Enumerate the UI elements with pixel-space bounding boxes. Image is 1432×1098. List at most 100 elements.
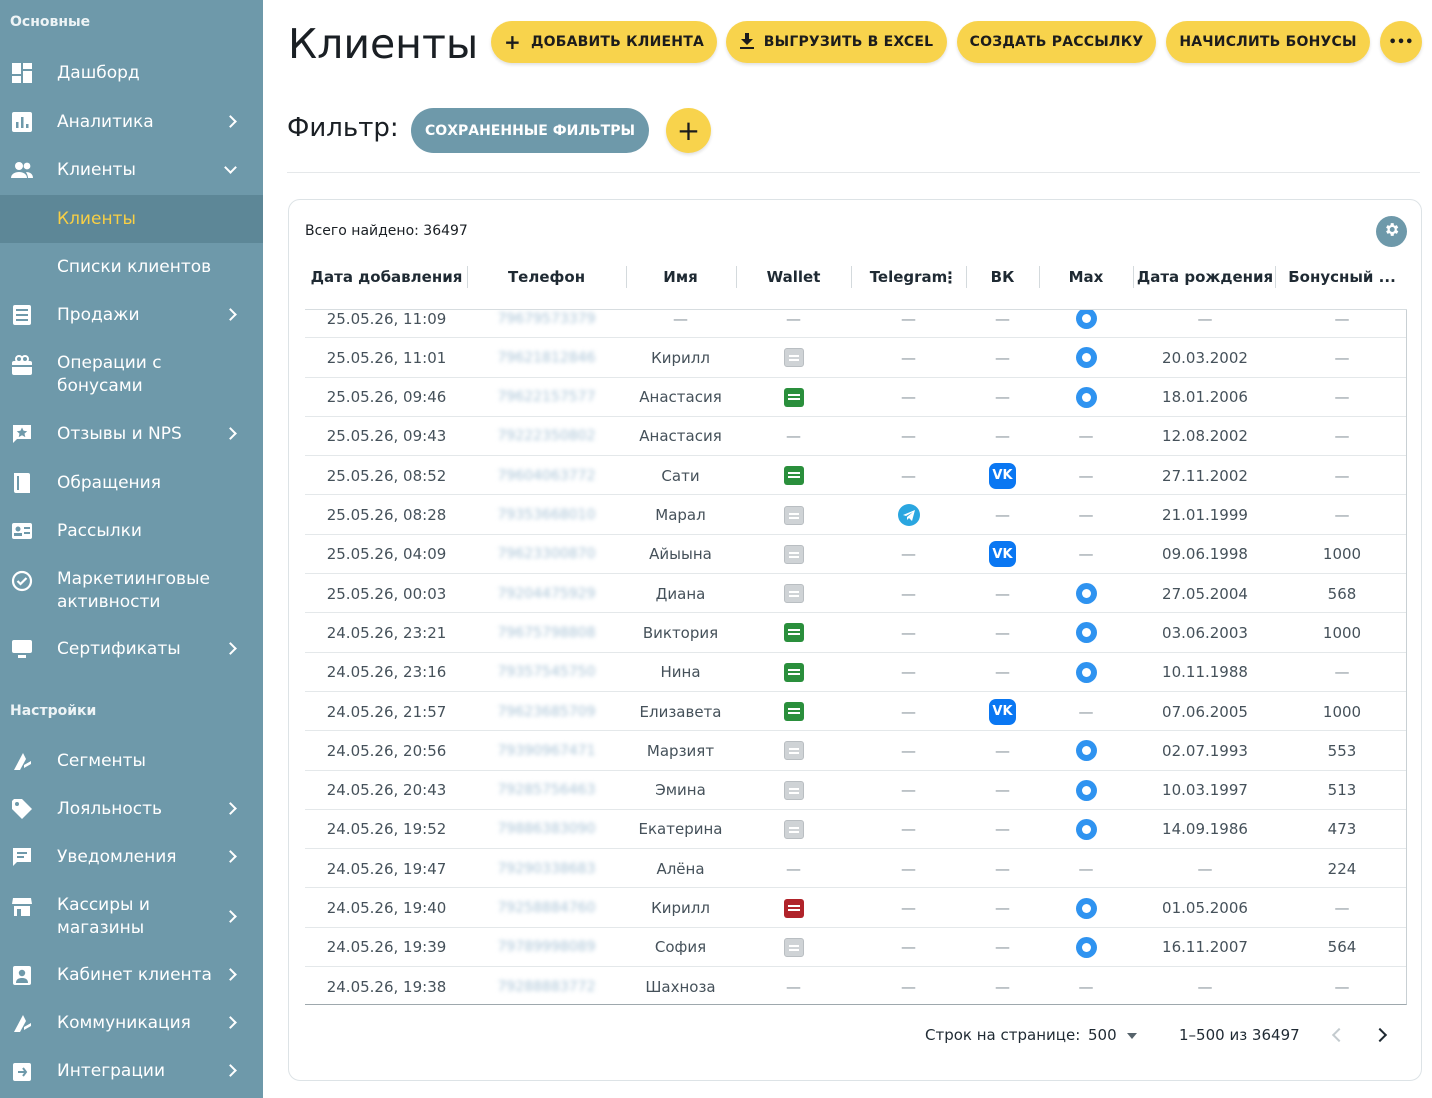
table-row[interactable]: 25.05.26, 11:09 79679573379 — — — — — — bbox=[305, 310, 1406, 339]
sidebar-item-13[interactable]: Лояльность bbox=[0, 794, 263, 824]
column-header[interactable]: Wallet bbox=[766, 268, 821, 286]
next-page-icon[interactable] bbox=[1372, 1027, 1388, 1043]
wallet-cell bbox=[736, 653, 851, 692]
sidebar-item-9[interactable]: Рассылки bbox=[0, 516, 263, 546]
wallet-cell: — bbox=[786, 977, 801, 996]
sidebar-item-4[interactable]: Списки клиентов bbox=[0, 252, 263, 282]
sidebar-item-18[interactable]: Интеграции bbox=[0, 1056, 263, 1086]
create-mailing-button[interactable]: СОЗДАТЬ РАССЫЛКУ bbox=[957, 21, 1156, 63]
sidebar-item-7[interactable]: Отзывы и NPS bbox=[0, 419, 263, 449]
name-cell: Елизавета bbox=[639, 702, 722, 721]
table-row[interactable]: 24.05.26, 19:40 79258884760 Кирилл — — 01.05.… bbox=[305, 889, 1406, 928]
sidebar-item-17[interactable]: Коммуникация bbox=[0, 1008, 263, 1038]
add-bonuses-button[interactable]: НАЧИСЛИТЬ БОНУСЫ bbox=[1166, 21, 1370, 63]
name-cell: Марал bbox=[655, 506, 706, 524]
sidebar-item-label: Лояльность bbox=[57, 798, 163, 819]
column-header[interactable]: Max bbox=[1068, 268, 1104, 286]
sidebar-item-14[interactable]: Уведомления bbox=[0, 842, 263, 872]
phone-cell: 79222350802 bbox=[497, 428, 596, 445]
vk-cell: — bbox=[995, 820, 1010, 839]
column-header[interactable]: Телефон bbox=[507, 268, 586, 286]
sidebar-item-label: Сегменты bbox=[57, 750, 146, 771]
sidebar-item-12[interactable]: Сегменты bbox=[0, 746, 263, 776]
sidebar-item-11[interactable]: Сертификаты bbox=[0, 634, 263, 664]
date-cell: 24.05.26, 19:47 bbox=[326, 859, 447, 878]
more-options-button[interactable]: ••• bbox=[1380, 21, 1422, 63]
rows-per-page-select[interactable]: 500 bbox=[1088, 1026, 1137, 1044]
telegram-cell: — bbox=[901, 388, 916, 407]
wallet-card-icon bbox=[783, 466, 804, 486]
table-row[interactable]: 24.05.26, 21:57 79623685709 Елизавета — VK — 0… bbox=[305, 692, 1406, 732]
sidebar-item-8[interactable]: Обращения bbox=[0, 468, 263, 498]
table-settings-button[interactable] bbox=[1376, 216, 1407, 247]
chat-icon bbox=[11, 846, 33, 868]
table-row[interactable]: 24.05.26, 23:21 79675798808 Виктория — — 03.0… bbox=[305, 613, 1406, 653]
table-row[interactable]: 25.05.26, 08:28 79353668010 Марал — — 21.01.1… bbox=[305, 496, 1406, 535]
column-header[interactable]: Telegram bbox=[869, 268, 948, 286]
table-row[interactable]: 24.05.26, 19:39 79789998089 София — — 16.11.2… bbox=[305, 928, 1406, 968]
table-row[interactable]: 24.05.26, 23:16 79357545750 Нина — — 10.11.19… bbox=[305, 653, 1406, 692]
sidebar-item-6[interactable]: Операции с бонусами bbox=[0, 350, 263, 400]
table-row[interactable]: 25.05.26, 09:46 79622157577 Анастасия — — 18.… bbox=[305, 378, 1406, 417]
wallet-card-icon bbox=[783, 544, 804, 564]
column-separator bbox=[1133, 266, 1134, 288]
telegram-icon bbox=[897, 504, 920, 526]
max-cell: — bbox=[1078, 506, 1094, 524]
table-row[interactable]: 24.05.26, 19:38 79288883772 Шахноза — — — — — — bbox=[305, 967, 1406, 1004]
bonus-cell: — bbox=[1334, 466, 1350, 485]
wallet-cell bbox=[736, 613, 851, 652]
vk-cell: — bbox=[995, 388, 1010, 407]
sidebar-item-15[interactable]: Кассиры и магазины bbox=[0, 892, 263, 942]
table-row[interactable]: 24.05.26, 20:43 79285756463 Эмина — — 10.03.1… bbox=[305, 771, 1406, 810]
phone-cell: 79290338683 bbox=[497, 860, 596, 877]
column-header[interactable]: Дата добавления bbox=[310, 268, 463, 286]
rows-per-page-label: Строк на странице: bbox=[925, 1026, 1081, 1044]
list-icon bbox=[11, 304, 33, 326]
telegram-cell: — bbox=[901, 466, 916, 485]
vk-icon: VK bbox=[989, 541, 1016, 568]
column-header[interactable]: Имя bbox=[663, 268, 698, 286]
sidebar-item-10[interactable]: Маркетиинговые активности bbox=[0, 566, 263, 616]
add-client-button[interactable]: + ДОБАВИТЬ КЛИЕНТА bbox=[491, 21, 717, 63]
prev-page-icon[interactable] bbox=[1331, 1027, 1347, 1043]
vk-cell: — bbox=[995, 781, 1010, 800]
add-filter-button[interactable]: + bbox=[666, 108, 711, 153]
sidebar-item-16[interactable]: Кабинет клиента bbox=[0, 960, 263, 990]
phone-cell: 79604063772 bbox=[497, 467, 596, 484]
table-row[interactable]: 24.05.26, 20:56 79390967471 Марзият — — 02.07… bbox=[305, 731, 1406, 771]
wallet-card-icon bbox=[783, 741, 804, 761]
main-content: Клиенты + ДОБАВИТЬ КЛИЕНТА ВЫГРУЗИТЬ В EX… bbox=[263, 0, 1432, 1098]
sidebar-item-1[interactable]: Аналитика bbox=[0, 107, 263, 137]
wallet-card-icon bbox=[783, 505, 804, 525]
table-row[interactable]: 25.05.26, 04:09 79623300870 Айыына — VK — 09.0… bbox=[305, 535, 1406, 575]
saved-filters-button[interactable]: СОХРАНЕННЫЕ ФИЛЬТРЫ bbox=[411, 108, 649, 153]
table-row[interactable]: 25.05.26, 00:03 79204475929 Диана — — 27.05.2… bbox=[305, 574, 1406, 614]
column-menu-icon[interactable]: ⋮ bbox=[942, 267, 958, 287]
table-row[interactable]: 25.05.26, 09:43 79222350802 Анастасия — — — — 1… bbox=[305, 417, 1406, 457]
table-row[interactable]: 24.05.26, 19:52 79886383090 Екатерина — — 14.… bbox=[305, 810, 1406, 850]
max-cell bbox=[1039, 310, 1133, 338]
telegram-cell: — bbox=[901, 663, 916, 682]
name-cell: Анастасия bbox=[639, 388, 722, 407]
wallet-cell: — bbox=[786, 310, 801, 328]
date-cell: 25.05.26, 09:43 bbox=[326, 427, 447, 446]
column-header[interactable]: ВК bbox=[990, 268, 1015, 286]
monitor-icon bbox=[11, 638, 33, 660]
table-row[interactable]: 25.05.26, 08:52 79604063772 Сати — VK — 27.11.… bbox=[305, 456, 1406, 496]
export-excel-button[interactable]: ВЫГРУЗИТЬ В EXCEL bbox=[726, 21, 947, 63]
filter-label: Фильтр: bbox=[287, 113, 399, 143]
vk-cell: — bbox=[995, 310, 1010, 328]
add-client-label: ДОБАВИТЬ КЛИЕНТА bbox=[530, 34, 704, 50]
vk-icon: VK bbox=[989, 462, 1016, 489]
wallet-cell: — bbox=[786, 427, 801, 446]
sidebar-item-5[interactable]: Продажи bbox=[0, 300, 263, 330]
column-header[interactable]: Бонусный ... bbox=[1288, 268, 1396, 286]
wallet-card-icon bbox=[783, 898, 804, 918]
table-row[interactable]: 25.05.26, 11:01 79621812846 Кирилл — — 20.03.… bbox=[305, 338, 1406, 378]
sidebar-item-3[interactable]: Клиенты bbox=[0, 195, 263, 243]
table-row[interactable]: 24.05.26, 19:47 79290338683 Алёна — — — — — 224 bbox=[305, 849, 1406, 889]
column-header[interactable]: Дата рождения bbox=[1136, 268, 1274, 286]
sidebar-item-0[interactable]: Дашборд bbox=[0, 58, 263, 88]
sidebar-item-2[interactable]: Клиенты bbox=[0, 155, 263, 185]
max-cell bbox=[1039, 731, 1133, 770]
